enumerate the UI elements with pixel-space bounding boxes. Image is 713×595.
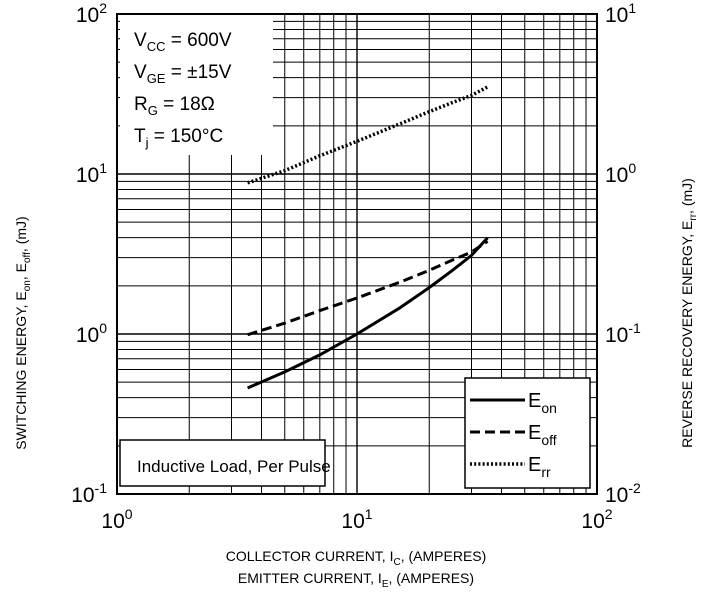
y-right-tick-label: 101 xyxy=(605,0,636,27)
annotation-box xyxy=(119,439,326,487)
condition-text: VCC = 600V xyxy=(134,30,232,54)
y-left-tick-labels: 10-1 100 101 102 xyxy=(71,0,107,507)
legend-label: Eon xyxy=(528,390,557,416)
legend-label: Err xyxy=(528,454,551,480)
y-right-tick-label: 10-1 xyxy=(605,320,641,347)
y-right-tick-label: 100 xyxy=(605,160,636,187)
condition-text: Tj = 150°C xyxy=(134,126,223,150)
series-line-err xyxy=(247,85,489,185)
y-axis-label-left: SWITCHING ENERGY, Eon, Eoff, (mJ) xyxy=(13,216,33,449)
y-right-tick-labels: 10-2 10-1 100 101 xyxy=(605,0,641,507)
y-axis-label-right: REVERSE RECOVERY ENERGY, Err, (mJ) xyxy=(679,178,699,448)
x-tick-label: 102 xyxy=(581,506,612,533)
plot-frame xyxy=(116,13,598,495)
annotation-text: Inductive Load, Per Pulse xyxy=(137,457,331,476)
conditions: VCC = 600V VGE = ±15V RG = 18Ω Tj = 150°C xyxy=(134,30,232,150)
x-tick-label: 101 xyxy=(341,506,372,533)
series-lines xyxy=(247,85,489,390)
y-left-tick-label: 101 xyxy=(76,160,107,187)
condition-text: VGE = ±15V xyxy=(134,62,232,86)
y-right-tick-label: 10-2 xyxy=(605,480,641,507)
x-tick-labels: 100 101 102 xyxy=(101,506,612,533)
series-line-eon xyxy=(247,236,489,390)
legend: Eon Eoff Err xyxy=(470,390,557,480)
x-tick-label: 100 xyxy=(101,506,132,533)
conditions-box xyxy=(120,15,273,155)
y-left-tick-label: 102 xyxy=(76,0,107,27)
x-axis-label-line2: EMITTER CURRENT, IE, (AMPERES) xyxy=(238,570,474,590)
y-left-tick-label: 100 xyxy=(76,320,107,347)
series-line-eoff xyxy=(247,239,489,337)
y-left-tick-label: 10-1 xyxy=(71,480,107,507)
x-axis-label-line1: COLLECTOR CURRENT, IC, (AMPERES) xyxy=(226,548,487,568)
legend-label: Eoff xyxy=(528,422,557,448)
condition-text: RG = 18Ω xyxy=(134,94,215,118)
